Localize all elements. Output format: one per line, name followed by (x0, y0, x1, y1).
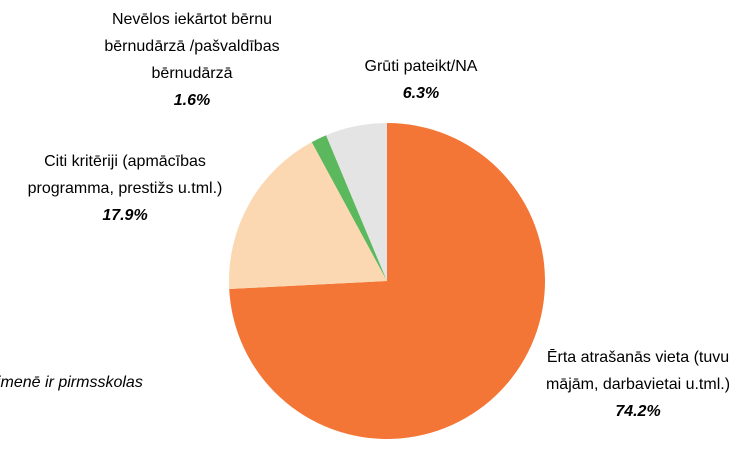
slice-name: Nevēlos iekārtot bērnu bērnudārzā /pašva… (104, 11, 280, 82)
pie-slice (229, 123, 545, 439)
annotation: imenē ir pirmsskolas (0, 374, 143, 391)
pie-slice (229, 142, 387, 289)
slice-name: Citi kritēriji (apmācības programma, pre… (27, 153, 223, 197)
slice-value: 6.3% (402, 85, 440, 102)
slice-label: Grūti pateikt/NA 6.3% (316, 53, 526, 107)
slice-value: 1.6% (173, 92, 211, 109)
slice-label: Nevēlos iekārtot bērnu bērnudārzā /pašva… (72, 6, 312, 114)
slice-name: Grūti pateikt/NA (364, 58, 478, 75)
slice-value: 74.2% (615, 403, 661, 420)
pie-slice (311, 135, 387, 281)
slice-label: Citi kritēriji (apmācības programma, pre… (10, 148, 240, 229)
slice-name: Ērta atrašanās vieta (tuvu mājām, darbav… (545, 349, 731, 393)
slice-label: Ērta atrašanās vieta (tuvu mājām, darbav… (533, 344, 743, 425)
pie-slice (326, 123, 387, 281)
slice-value: 17.9% (102, 207, 148, 224)
